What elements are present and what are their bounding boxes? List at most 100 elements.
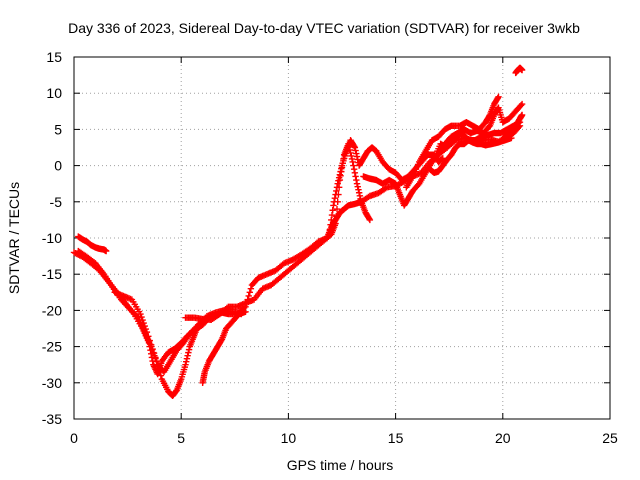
data-point xyxy=(139,316,146,324)
data-point xyxy=(155,365,162,372)
x-tick-label: 15 xyxy=(388,430,404,446)
data-point xyxy=(356,192,364,199)
data-point xyxy=(495,93,502,101)
data-point xyxy=(332,220,339,227)
data-point xyxy=(182,361,189,368)
data-point xyxy=(350,162,357,169)
data-point xyxy=(223,304,231,312)
data-point xyxy=(333,187,340,195)
data-point xyxy=(486,112,493,120)
data-point xyxy=(150,350,158,357)
data-point xyxy=(335,177,342,184)
data-point xyxy=(365,215,373,222)
data-point xyxy=(156,368,163,376)
data-point xyxy=(145,333,152,340)
x-tick-label: 25 xyxy=(602,430,618,446)
x-tick-label: 0 xyxy=(70,430,78,446)
y-tick-label: -10 xyxy=(42,230,62,246)
data-point xyxy=(338,165,345,172)
series-1 xyxy=(75,247,245,376)
data-point xyxy=(157,372,165,379)
data-point xyxy=(329,207,336,214)
data-point xyxy=(330,198,338,205)
data-point xyxy=(336,171,344,178)
data-point xyxy=(334,180,341,187)
y-tick-label: 15 xyxy=(46,49,62,65)
data-point xyxy=(183,358,190,365)
data-point xyxy=(141,322,148,330)
data-point xyxy=(149,345,156,353)
data-point xyxy=(331,194,339,202)
data-point xyxy=(355,189,363,196)
data-point xyxy=(185,346,193,353)
data-point xyxy=(351,144,359,151)
data-point xyxy=(352,147,359,154)
data-point xyxy=(382,185,389,192)
series-11 xyxy=(512,64,526,77)
x-tick-label: 10 xyxy=(281,430,297,446)
data-point xyxy=(143,328,151,336)
x-tick-label: 20 xyxy=(495,430,511,446)
data-point xyxy=(247,285,255,292)
data-point xyxy=(508,134,515,142)
y-tick-label: 5 xyxy=(54,121,62,137)
data-point xyxy=(325,231,333,238)
series-6 xyxy=(360,100,526,209)
axis-ticks: 0 5 10 15 20 25 15 10 5 0 -5 -10 -15 -20 -25 -30 -35 xyxy=(42,49,618,446)
y-tick-label: -35 xyxy=(42,411,62,427)
data-point xyxy=(154,361,161,368)
data-point xyxy=(335,174,343,181)
data-point xyxy=(142,325,150,333)
data-point xyxy=(357,195,364,202)
data-point xyxy=(353,153,361,160)
y-tick-label: 0 xyxy=(54,158,62,174)
data-point xyxy=(518,66,526,74)
series-3 xyxy=(199,308,249,386)
data-point xyxy=(353,180,361,187)
data-point xyxy=(348,152,355,160)
series-10 xyxy=(75,233,110,255)
data-point xyxy=(333,205,341,213)
data-point xyxy=(147,341,155,348)
data-point xyxy=(137,310,144,318)
x-tick-label: 5 xyxy=(177,430,185,446)
y-tick-label: -25 xyxy=(42,339,62,355)
data-point xyxy=(218,337,225,344)
data-point xyxy=(328,216,335,224)
data-point xyxy=(494,94,501,102)
y-axis-label: SDTVAR / TECUs xyxy=(6,182,22,294)
data-point xyxy=(354,183,361,190)
series-7 xyxy=(403,93,502,191)
data-point xyxy=(348,155,356,163)
data-point xyxy=(183,355,191,362)
x-axis-label: GPS time / hours xyxy=(287,457,394,473)
data-point xyxy=(146,337,153,344)
data-point xyxy=(328,211,336,219)
series-2 xyxy=(111,289,206,400)
data-point xyxy=(330,202,337,209)
data-point xyxy=(517,102,525,109)
chart-title: Day 336 of 2023, Sidereal Day-to-day VTE… xyxy=(68,20,580,36)
data-point xyxy=(138,313,145,321)
y-tick-label: -5 xyxy=(50,194,63,210)
data-point xyxy=(352,173,359,180)
data-point xyxy=(494,105,501,113)
data-point xyxy=(185,349,192,356)
data-point xyxy=(242,308,249,316)
data-point xyxy=(90,259,98,266)
data-point xyxy=(350,143,358,150)
y-tick-label: -30 xyxy=(42,375,62,391)
data-point xyxy=(184,352,191,359)
data-point xyxy=(332,191,339,198)
data-points xyxy=(70,64,526,400)
data-point xyxy=(355,186,362,193)
data-point xyxy=(333,184,341,191)
data-point xyxy=(333,213,340,220)
y-tick-label: -15 xyxy=(42,266,62,282)
y-tick-label: -20 xyxy=(42,302,62,318)
data-point xyxy=(518,100,526,108)
series-0 xyxy=(70,122,524,378)
data-point xyxy=(350,166,358,173)
data-point xyxy=(152,354,159,361)
